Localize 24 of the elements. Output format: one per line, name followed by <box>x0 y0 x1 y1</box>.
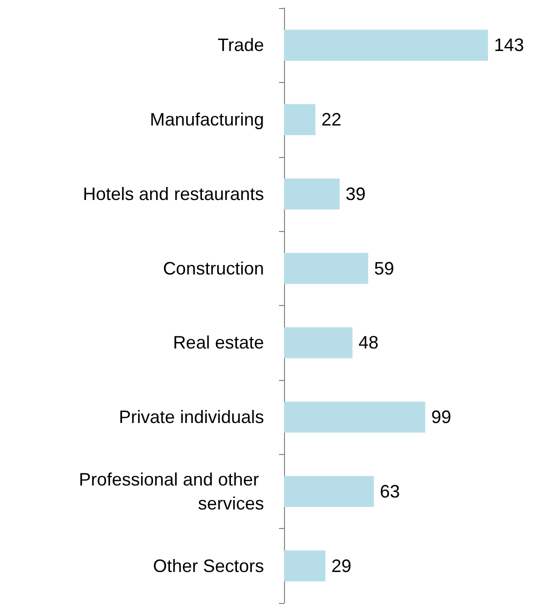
bar <box>284 30 488 61</box>
data-label: 63 <box>380 481 400 502</box>
bar <box>284 327 352 358</box>
bar <box>284 252 368 284</box>
y-tick-label: Construction <box>162 258 264 278</box>
y-tick-label: Other Sectors <box>152 556 264 576</box>
y-tick-label: Hotels and restaurants <box>82 184 264 204</box>
data-label: 22 <box>321 110 342 130</box>
data-label: 29 <box>331 556 352 576</box>
data-label: 99 <box>431 407 452 428</box>
y-tick-label: Private individuals <box>118 407 264 428</box>
data-label: 59 <box>374 258 394 278</box>
data-label: 48 <box>358 332 379 353</box>
y-tick-label: Professional and other services <box>78 469 264 514</box>
bar <box>284 476 374 507</box>
data-label: 143 <box>494 35 524 56</box>
bar <box>284 178 340 210</box>
bar <box>284 402 426 433</box>
bar <box>284 550 326 582</box>
data-label: 39 <box>346 184 366 204</box>
y-tick-label: Manufacturing <box>150 110 264 130</box>
y-tick-label: Trade <box>218 35 264 56</box>
bar <box>284 104 316 136</box>
y-tick-label: Real estate <box>172 332 264 353</box>
